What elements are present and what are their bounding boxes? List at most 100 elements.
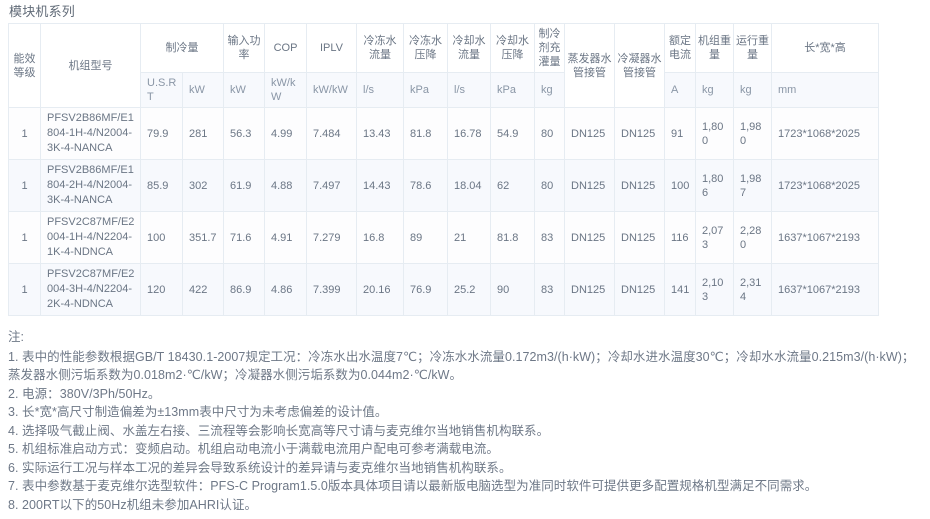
note-item-8: 8. 200RT以下的50Hz机组未参加AHRI认证。: [8, 497, 258, 512]
col-header-chilled-water-drop: 冷冻水压降: [403, 23, 448, 73]
unit-chilled-water-flow: l/s: [356, 72, 404, 108]
unit-rated-current: A: [664, 72, 696, 108]
cell-chilled-drop: 76.9: [403, 263, 448, 316]
unit-chilled-water-drop: kPa: [403, 72, 448, 108]
cell-unit-weight: 2,103: [695, 263, 734, 316]
col-header-grade: 能效等级: [8, 23, 41, 108]
cell-chilled-flow: 13.43: [356, 107, 404, 160]
cell-cooling-drop: 62: [490, 159, 535, 212]
cell-grade: 1: [8, 107, 41, 160]
cell-cop: 4.88: [264, 159, 307, 212]
cell-unit-weight: 1,806: [695, 159, 734, 212]
cell-dimensions: 1723*1068*2025: [771, 159, 879, 212]
cell-evaporator: DN125: [564, 107, 615, 160]
cell-grade: 1: [8, 159, 41, 212]
table-header: 能效等级 机组型号 制冷量 输入功率 COP IPLV 冷冻水流量 冷冻水压降 …: [8, 23, 879, 108]
cell-model: PFSV2C87MF/E2004-1H-4/N2204-1K-4-NDNCA: [40, 211, 141, 264]
cell-model: PFSV2C87MF/E2004-3H-4/N2204-2K-4-NDNCA: [40, 263, 141, 316]
cell-condenser: DN125: [614, 159, 665, 212]
cell-cooling-flow: 18.04: [447, 159, 491, 212]
header-row-groups: 能效等级 机组型号 制冷量 输入功率 COP IPLV 冷冻水流量 冷冻水压降 …: [8, 23, 879, 108]
table-row: 1 PFSV2C87MF/E2004-1H-4/N2204-1K-4-NDNCA…: [8, 211, 879, 264]
cell-iplv: 7.279: [306, 211, 357, 264]
cell-chilled-flow: 20.16: [356, 263, 404, 316]
unit-refrigerant-charge: kg: [534, 72, 565, 108]
cell-cooling-drop: 90: [490, 263, 535, 316]
unit-usrt: U.S.RT: [140, 72, 183, 108]
cell-operating-weight: 2,314: [733, 263, 772, 316]
table-row: 1 PFSV2B86MF/E1804-1H-4/N2004-3K-4-NANCA…: [8, 107, 879, 160]
cell-power-kw: 61.9: [223, 159, 265, 212]
cell-operating-weight: 1,987: [733, 159, 772, 212]
cell-capacity-kw: 302: [182, 159, 224, 212]
cell-power-kw: 86.9: [223, 263, 265, 316]
cell-current: 116: [664, 211, 696, 264]
specification-table: 能效等级 机组型号 制冷量 输入功率 COP IPLV 冷冻水流量 冷冻水压降 …: [8, 23, 879, 316]
cell-capacity-kw: 281: [182, 107, 224, 160]
note-item-3: 3. 长*宽*高尺寸制造偏差为±13mm表中尺寸为未考虑偏差的设计值。: [8, 405, 388, 419]
cell-dimensions: 1637*1067*2193: [771, 211, 879, 264]
cell-capacity-kw: 351.7: [182, 211, 224, 264]
unit-iplv: kW/kW: [306, 72, 357, 108]
col-header-cooling-water-drop: 冷却水压降: [490, 23, 535, 73]
cell-capacity-kw: 422: [182, 263, 224, 316]
cell-usrt: 79.9: [140, 107, 183, 160]
col-header-capacity: 制冷量: [140, 23, 224, 73]
col-header-chilled-water-flow: 冷冻水流量: [356, 23, 404, 73]
col-header-iplv: IPLV: [306, 23, 357, 73]
cell-power-kw: 71.6: [223, 211, 265, 264]
cell-current: 100: [664, 159, 696, 212]
cell-usrt: 100: [140, 211, 183, 264]
cell-evaporator: DN125: [564, 211, 615, 264]
cell-cop: 4.99: [264, 107, 307, 160]
cell-chilled-flow: 14.43: [356, 159, 404, 212]
unit-cooling-water-drop: kPa: [490, 72, 535, 108]
note-item-6: 6. 实际运行工况与样本工况的差异会导致系统设计的差异请与麦克维尔当地销售机构联…: [8, 460, 512, 475]
col-header-evaporator-pipe: 蒸发器水管接管: [564, 23, 615, 108]
cell-condenser: DN125: [614, 107, 665, 160]
unit-dimensions: mm: [771, 72, 879, 108]
table-row: 1 PFSV2C87MF/E2004-3H-4/N2204-2K-4-NDNCA…: [8, 263, 879, 316]
col-header-cooling-water-flow: 冷却水流量: [447, 23, 491, 73]
cell-dimensions: 1637*1067*2193: [771, 263, 879, 316]
unit-capacity-kw: kW: [182, 72, 224, 108]
col-header-model: 机组型号: [40, 23, 141, 108]
cell-iplv: 7.497: [306, 159, 357, 212]
note-item-4: 4. 选择吸气截止阀、水盖左右接、三流程等会影响长宽高等尺寸请与麦克维尔当地销售…: [8, 423, 550, 438]
cell-operating-weight: 1,980: [733, 107, 772, 160]
cell-refrigerant: 83: [534, 263, 565, 316]
col-header-dimensions: 长*宽*高: [771, 23, 879, 73]
cell-cooling-drop: 81.8: [490, 211, 535, 264]
cell-condenser: DN125: [614, 263, 665, 316]
cell-cooling-flow: 25.2: [447, 263, 491, 316]
unit-cooling-water-flow: l/s: [447, 72, 491, 108]
cell-operating-weight: 2,280: [733, 211, 772, 264]
cell-chilled-drop: 78.6: [403, 159, 448, 212]
table-row: 1 PFSV2B86MF/E1804-2H-4/N2004-3K-4-NANCA…: [8, 159, 879, 212]
cell-iplv: 7.484: [306, 107, 357, 160]
note-item-5: 5. 机组标准启动方式：变频启动。机组启动电流小于满载电流用户配电可参考满载电流…: [8, 442, 499, 456]
cell-chilled-flow: 16.8: [356, 211, 404, 264]
cell-refrigerant: 80: [534, 107, 565, 160]
cell-iplv: 7.399: [306, 263, 357, 316]
cell-chilled-drop: 81.8: [403, 107, 448, 160]
cell-usrt: 120: [140, 263, 183, 316]
cell-cop: 4.86: [264, 263, 307, 316]
unit-operating-weight: kg: [733, 72, 772, 108]
cell-current: 91: [664, 107, 696, 160]
col-header-condenser-pipe: 冷凝器水管接管: [614, 23, 665, 108]
cell-cooling-drop: 54.9: [490, 107, 535, 160]
cell-chilled-drop: 89: [403, 211, 448, 264]
col-header-power: 输入功率: [223, 23, 265, 73]
note-item-2: 2. 电源：380V/3Ph/50Hz。: [8, 386, 161, 401]
cell-model: PFSV2B86MF/E1804-1H-4/N2004-3K-4-NANCA: [40, 107, 141, 160]
note-item-1: 1. 表中的性能参数根据GB/T 18430.1-2007规定工况：冷冻水出水温…: [8, 349, 915, 364]
col-header-operating-weight: 运行重量: [733, 23, 772, 73]
cell-cooling-flow: 16.78: [447, 107, 491, 160]
cell-refrigerant: 80: [534, 159, 565, 212]
cell-condenser: DN125: [614, 211, 665, 264]
note-item-7: 7. 表中参数基于麦克维尔选型软件：PFS-C Program1.5.0版本具体…: [8, 479, 818, 493]
notes-section: 注: 1. 表中的性能参数根据GB/T 18430.1-2007规定工况：冷冻水…: [8, 328, 930, 514]
header-row-units: U.S.RT kW kW kW/kW kW/kW l/s kPa l/s kPa…: [9, 72, 879, 108]
